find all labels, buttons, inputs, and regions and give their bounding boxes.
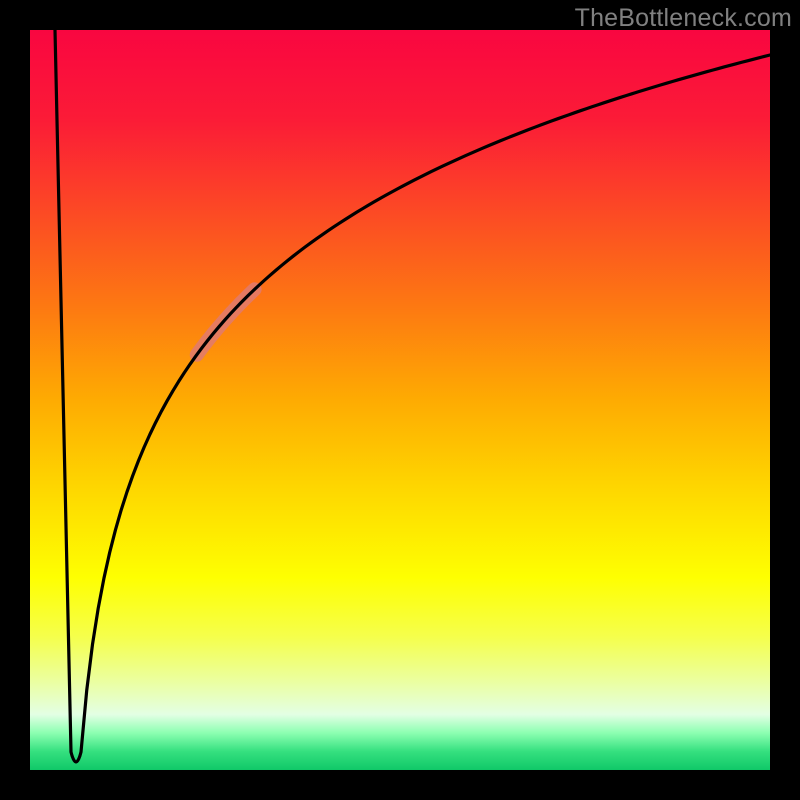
chart-container: TheBottleneck.com: [0, 0, 800, 800]
plot-background: [30, 30, 770, 770]
bottleneck-chart: [0, 0, 800, 800]
watermark-text: TheBottleneck.com: [575, 4, 792, 33]
